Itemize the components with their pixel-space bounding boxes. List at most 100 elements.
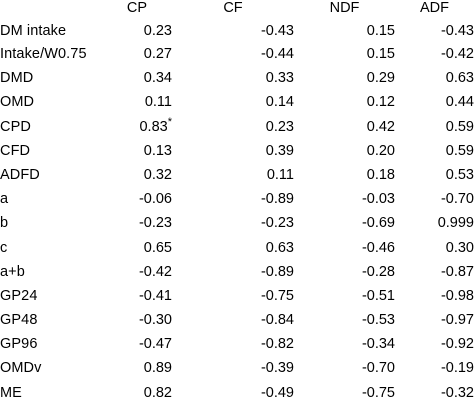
cell-cf: -0.84	[172, 308, 294, 332]
cell-cf-value: 0.23	[265, 118, 294, 135]
cell-cp: -0.30	[102, 308, 172, 332]
cell-cf: 0.33	[172, 66, 294, 90]
cell-adf-wrap: -0.87	[441, 264, 474, 280]
cell-cp-wrap: 0.27	[144, 46, 172, 62]
cell-cp-value: 0.27	[143, 46, 172, 63]
cell-cf-value: -0.82	[260, 336, 294, 353]
cell-ndf: -0.03	[294, 187, 395, 211]
cell-cp-value: -0.42	[138, 263, 172, 280]
cell-ndf: 0.12	[294, 91, 395, 115]
cell-cp-wrap: 0.89	[144, 360, 172, 376]
cell-ndf: -0.28	[294, 260, 395, 284]
cell-adf-value: -0.97	[440, 312, 474, 329]
cell-ndf-wrap: -0.53	[362, 312, 395, 328]
table-row: CPD 0.83* 0.23 0.42 0.59	[0, 115, 474, 139]
cell-cp: -0.23	[102, 212, 172, 236]
cell-adf: -0.43	[395, 18, 474, 42]
cell-cf-wrap: 0.33	[266, 70, 294, 86]
cell-ndf-wrap: 0.15	[367, 46, 395, 62]
cell-adf-value: 0.30	[445, 239, 474, 256]
cell-cp-value: 0.65	[143, 239, 172, 256]
cell-ndf-value: 0.42	[366, 118, 395, 135]
cell-ndf-wrap: -0.03	[362, 191, 395, 207]
cell-adf-value: -0.98	[440, 287, 474, 304]
row-label: a	[0, 191, 9, 208]
cell-ndf-wrap: -0.70	[362, 360, 395, 376]
cell-ndf-wrap: -0.51	[362, 288, 395, 304]
cell-cp: -0.41	[102, 284, 172, 308]
cell-adf-value: -0.70	[440, 191, 474, 208]
cell-cf-value: -0.84	[260, 312, 294, 329]
cell-adf-value: -0.43	[440, 23, 474, 40]
cell-cf-wrap: -0.39	[261, 360, 294, 376]
cell-cf-value: 0.39	[265, 142, 294, 159]
cell-cf: -0.89	[172, 187, 294, 211]
cell-cp-value: -0.30	[138, 312, 172, 329]
significance-marker: *	[167, 115, 172, 128]
cell-cp-value: 0.32	[143, 166, 172, 183]
cell-cp-value: -0.06	[138, 191, 172, 208]
table-row: GP48 -0.30 -0.84 -0.53 -0.97*	[0, 308, 474, 332]
cell-cf: -0.82	[172, 332, 294, 356]
cell-ndf-value: -0.69	[361, 215, 395, 232]
cell-ndf-value: -0.53	[361, 312, 395, 329]
cell-cp-value: -0.23	[138, 215, 172, 232]
cell-cp: 0.27	[102, 42, 172, 66]
cell-adf-wrap: 0.59	[446, 119, 474, 135]
cell-cp: 0.13	[102, 139, 172, 163]
cell-cp: -0.47	[102, 332, 172, 356]
cell-cp: 0.32	[102, 163, 172, 187]
cell-cf: -0.49	[172, 381, 294, 405]
cell-ndf: 0.42	[294, 115, 395, 139]
cell-cf: 0.39	[172, 139, 294, 163]
table-row: GP24 -0.41 -0.75 -0.51 -0.98*	[0, 284, 474, 308]
cell-adf-wrap: 0.59	[446, 143, 474, 159]
cell-adf-value: 0.59	[445, 142, 474, 159]
row-label: DM intake	[0, 23, 67, 40]
table-row: OMDv 0.89 -0.39 -0.70 -0.19	[0, 357, 474, 381]
cell-adf: -0.32	[395, 381, 474, 405]
cell-ndf-value: 0.20	[366, 142, 395, 159]
cell-cf-value: -0.89	[260, 191, 294, 208]
cell-adf: 0.63	[395, 66, 474, 90]
row-label: GP48	[0, 312, 38, 329]
cell-adf: 0.59	[395, 139, 474, 163]
cell-cp: 0.82	[102, 381, 172, 405]
cell-cp-wrap: -0.47	[139, 336, 172, 352]
cell-cp-wrap: 0.83*	[139, 115, 172, 135]
cell-cf-value: -0.75	[260, 287, 294, 304]
cell-cp: 0.34	[102, 66, 172, 90]
cell-ndf-value: -0.03	[361, 191, 395, 208]
cell-adf-value: -0.87	[440, 263, 474, 280]
cell-ndf-value: 0.29	[366, 70, 395, 87]
cell-ndf-wrap: -0.46	[362, 240, 395, 256]
cell-adf-wrap: -0.70	[441, 191, 474, 207]
table-row: a -0.06 -0.89 -0.03 -0.70	[0, 187, 474, 211]
row-label: b	[0, 215, 9, 232]
cell-ndf-wrap: 0.18	[367, 167, 395, 183]
row-label: ME	[0, 384, 22, 401]
cell-cf-value: 0.63	[265, 239, 294, 256]
cell-ndf-wrap: 0.12	[367, 94, 395, 110]
cell-cp: 0.83*	[102, 115, 172, 139]
cell-cp: 0.11	[102, 91, 172, 115]
cell-ndf-value: 0.12	[366, 94, 395, 111]
cell-adf-wrap: -0.97*	[441, 312, 474, 328]
cell-cp-value: 0.13	[143, 142, 172, 159]
table-row: OMD 0.11 0.14 0.12 0.44	[0, 91, 474, 115]
cell-ndf-wrap: -0.28	[362, 264, 395, 280]
header-ndf: NDF	[329, 0, 360, 16]
cell-adf-value: 0.999	[437, 215, 474, 232]
header-adf: ADF	[420, 0, 449, 16]
cell-cf-wrap: -0.49	[261, 385, 294, 401]
cell-adf-wrap: 0.44	[446, 94, 474, 110]
cell-cp-value: -0.47	[138, 336, 172, 353]
table-row: ME 0.82 -0.49 -0.75 -0.32	[0, 381, 474, 405]
row-label: OMDv	[0, 360, 42, 377]
cell-ndf-value: -0.34	[361, 336, 395, 353]
table-row: DM intake 0.23 -0.43 0.15 -0.43	[0, 18, 474, 42]
cell-adf-value: 0.59	[445, 118, 474, 135]
cell-ndf-value: 0.15	[366, 23, 395, 40]
cell-adf-value: -0.32	[440, 384, 474, 401]
